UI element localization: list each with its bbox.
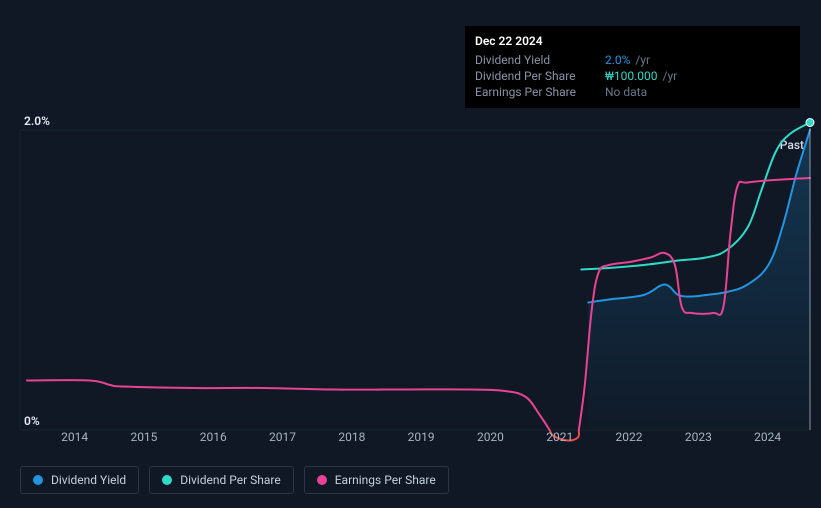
- x-axis-label: 2024: [754, 430, 781, 444]
- tooltip-row-value: ₩100.000: [605, 69, 658, 83]
- legend-item[interactable]: Dividend Per Share: [149, 466, 294, 494]
- tooltip-row-label: Dividend Per Share: [475, 69, 605, 83]
- chart-plot-area: [20, 110, 810, 430]
- x-axis-label: 2023: [685, 430, 712, 444]
- x-axis-label: 2020: [477, 430, 504, 444]
- x-axis: 2014 2015 2016 2017 2018 2019 2020 2021 2022 2023…: [40, 430, 821, 450]
- tooltip-row-label: Dividend Yield: [475, 53, 605, 67]
- legend-item[interactable]: Dividend Yield: [20, 466, 139, 494]
- legend-item-label: Earnings Per Share: [335, 473, 436, 487]
- tooltip-row: Dividend Per Share₩100.000 /yr: [475, 68, 790, 84]
- x-axis-label: 2022: [616, 430, 643, 444]
- x-axis-label: 2016: [200, 430, 227, 444]
- tooltip-row-label: Earnings Per Share: [475, 85, 605, 99]
- earnings-per-share-line: [27, 380, 550, 430]
- x-axis-label: 2015: [130, 430, 157, 444]
- tooltip-row-suffix: /yr: [632, 53, 650, 67]
- tooltip-row: Earnings Per ShareNo data: [475, 84, 790, 100]
- x-axis-label: 2014: [61, 430, 88, 444]
- tooltip-row-value: No data: [605, 85, 647, 99]
- legend-item-label: Dividend Yield: [51, 473, 126, 487]
- legend-dot-icon: [162, 475, 172, 485]
- x-axis-label: 2017: [269, 430, 296, 444]
- chart-tooltip: Dec 22 2024 Dividend Yield2.0% /yrDivide…: [465, 26, 800, 108]
- tooltip-date: Dec 22 2024: [475, 34, 790, 48]
- chart-legend: Dividend Yield Dividend Per Share Earnings…: [20, 466, 449, 494]
- x-axis-label: 2021: [546, 430, 573, 444]
- dividend-chart: Dec 22 2024 Dividend Yield2.0% /yrDivide…: [20, 10, 810, 450]
- legend-dot-icon: [317, 475, 327, 485]
- tooltip-row: Dividend Yield2.0% /yr: [475, 52, 790, 68]
- legend-item-label: Dividend Per Share: [180, 473, 281, 487]
- x-axis-label: 2018: [338, 430, 365, 444]
- dividend-yield-area: [588, 130, 810, 430]
- legend-item[interactable]: Earnings Per Share: [304, 466, 449, 494]
- legend-dot-icon: [33, 475, 43, 485]
- x-axis-label: 2019: [408, 430, 435, 444]
- tooltip-row-value: 2.0%: [605, 53, 630, 67]
- tooltip-row-suffix: /yr: [660, 69, 678, 83]
